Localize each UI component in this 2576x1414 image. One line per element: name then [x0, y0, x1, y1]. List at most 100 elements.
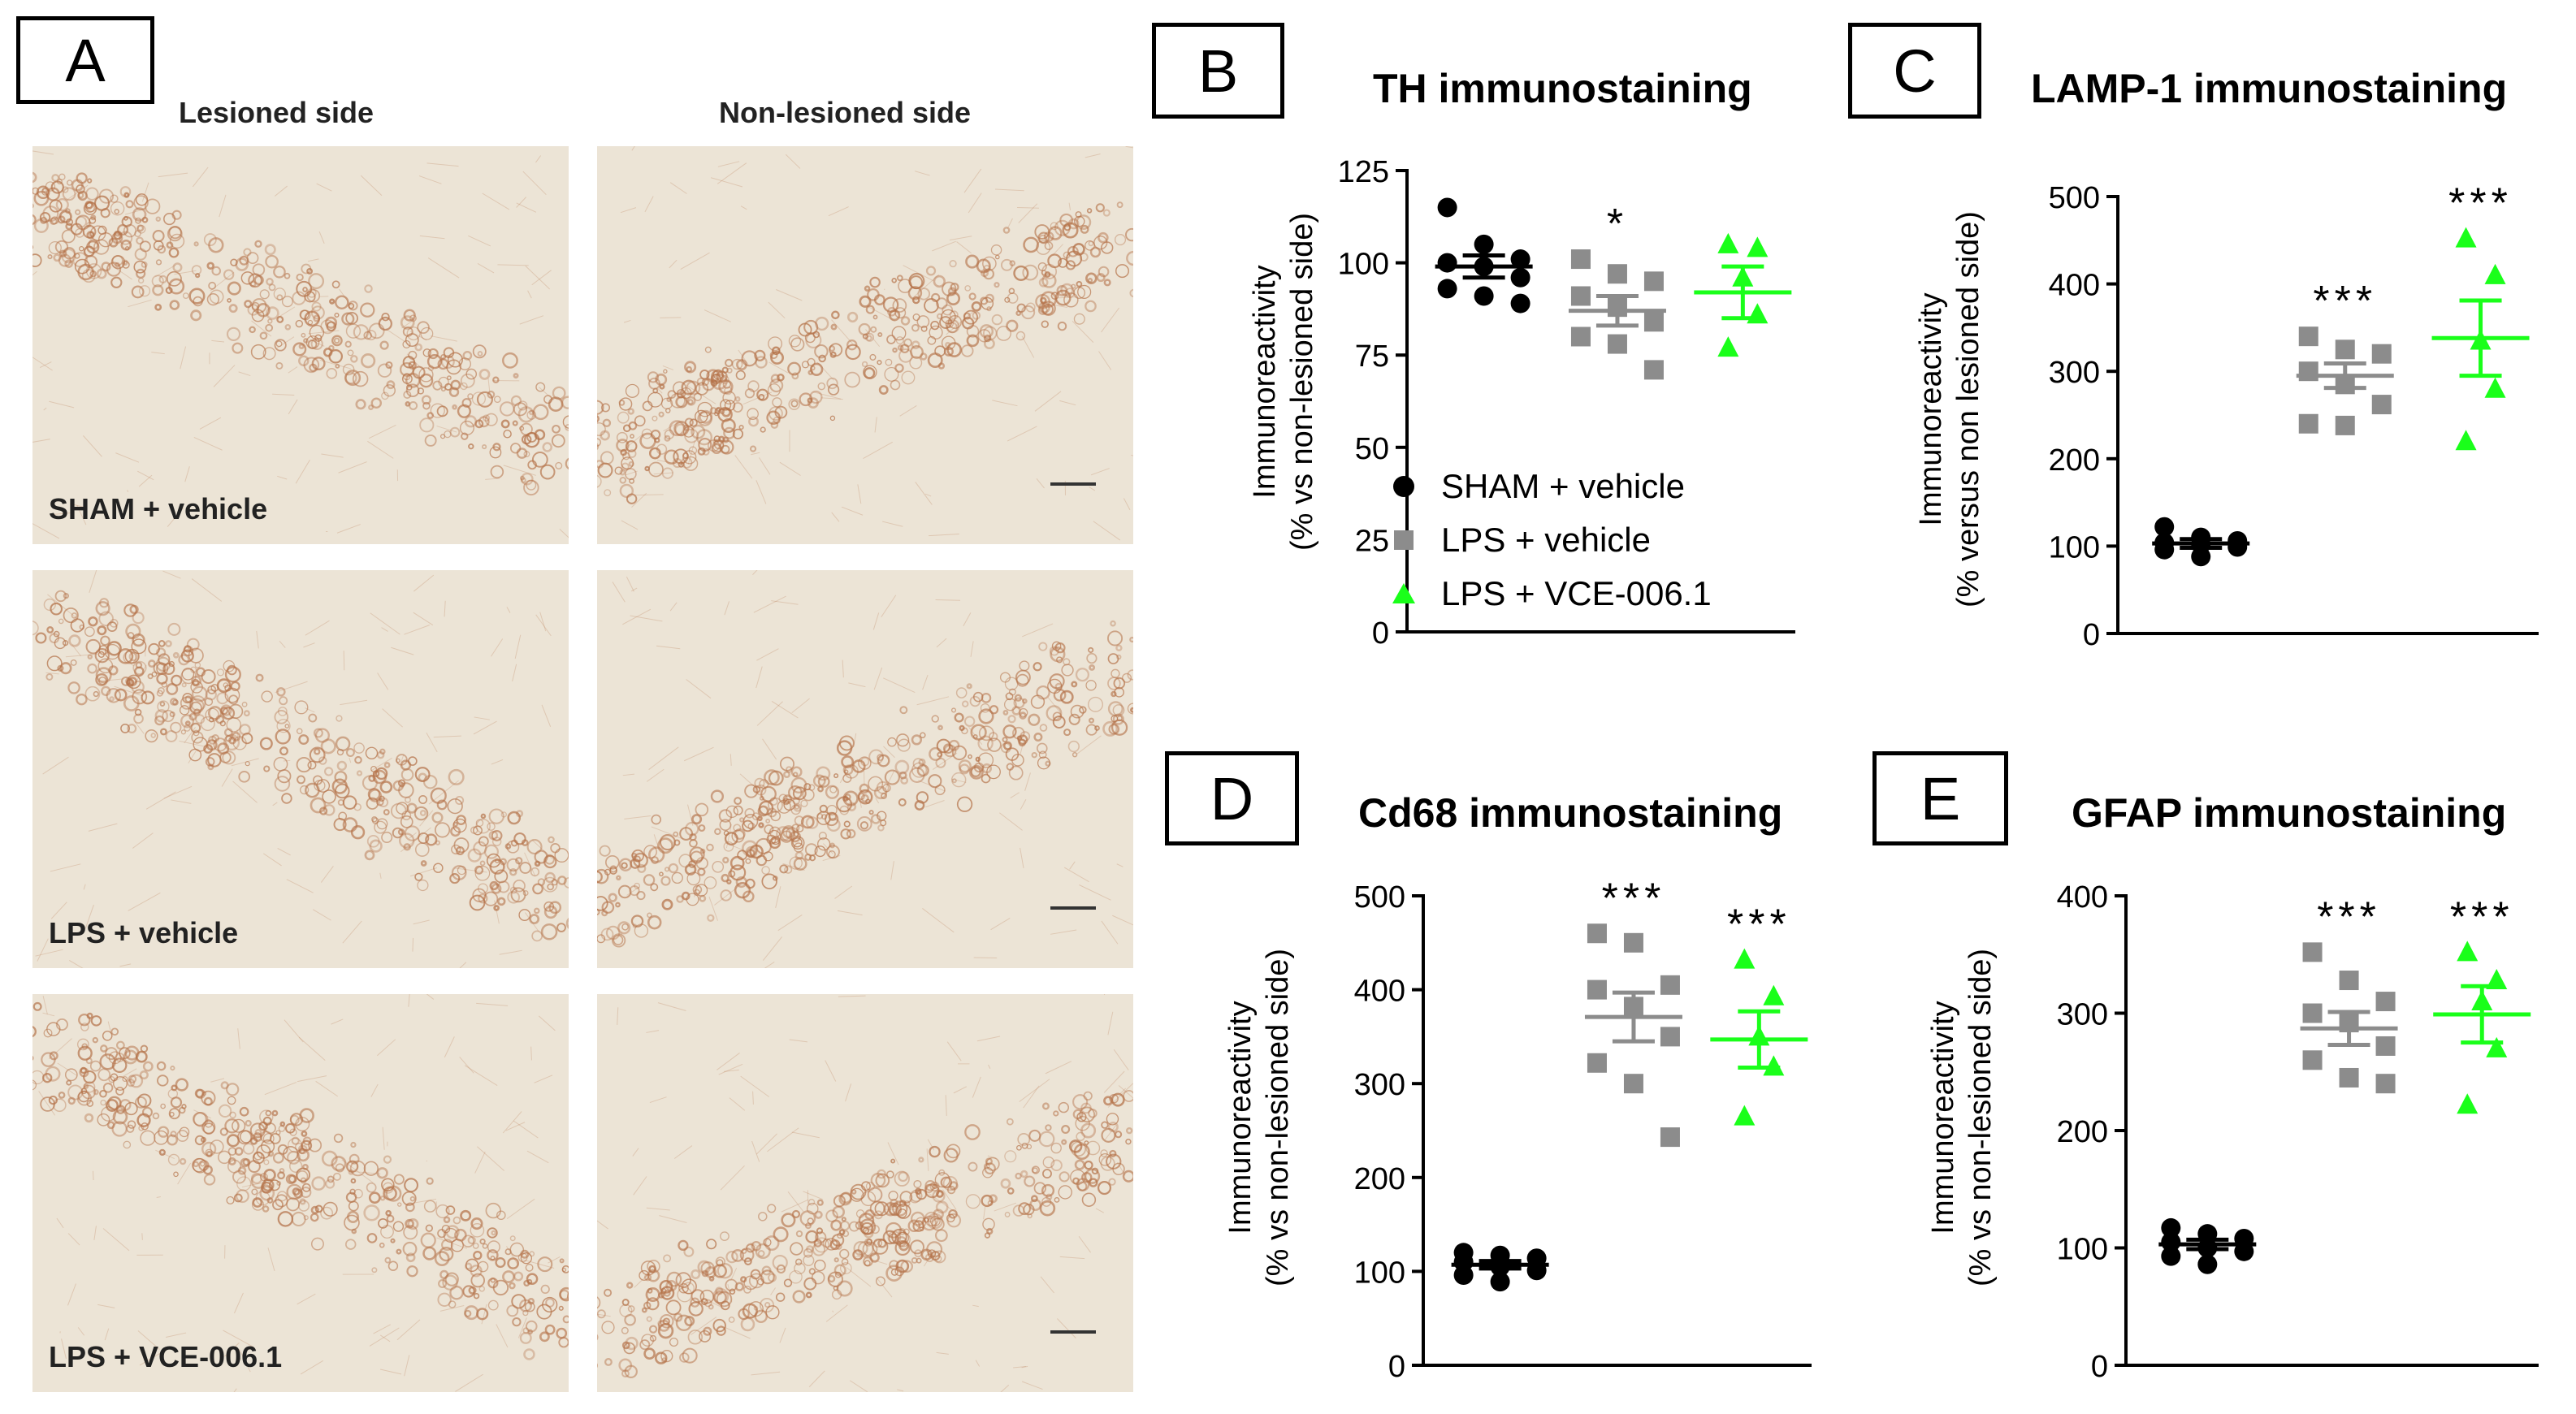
micrograph-texture	[597, 570, 1133, 968]
chart-svg: 0 25 50 75 100 125 *	[1338, 155, 1795, 651]
data-point-square	[1643, 312, 1664, 332]
y-tick-label: 25	[1355, 524, 1389, 558]
data-point-square	[2339, 971, 2359, 991]
data-point-triangle	[2484, 377, 2506, 398]
data-point-circle	[2161, 1217, 2181, 1238]
series-square	[2298, 326, 2392, 435]
chart-e-title: GFAP immunostaining	[2072, 790, 2507, 836]
y-tick-label: 500	[1354, 880, 1405, 915]
scale-bar	[1050, 1330, 1096, 1334]
micrograph-non-lesioned-2	[597, 570, 1133, 968]
y-tick-label: 200	[1354, 1162, 1405, 1196]
scale-bar	[1050, 906, 1096, 910]
data-point-circle	[1437, 279, 1457, 299]
legend-label-sham: SHAM + vehicle	[1441, 467, 1685, 505]
data-point-square	[1660, 975, 1680, 995]
micrograph-texture	[32, 570, 569, 968]
data-point-circle	[2191, 547, 2211, 567]
significance-label: ***	[1727, 902, 1791, 949]
data-point-triangle	[1747, 303, 1769, 324]
data-point-circle	[2154, 517, 2175, 537]
legend-label-lps: LPS + vehicle	[1441, 521, 1651, 559]
series-square	[1587, 923, 1680, 1148]
chart-b-ylabel: Immunoreactivity (% vs non-lesioned side…	[1246, 179, 1321, 585]
y-tick-label: 0	[2083, 618, 2100, 652]
y-tick-label: 200	[2057, 1115, 2108, 1149]
panel-c-letter: C	[1893, 37, 1937, 105]
y-tick-label: 100	[1354, 1256, 1405, 1290]
legend: SHAM + vehicle LPS + vehicle LPS + VCE-0…	[1381, 460, 1712, 621]
micrograph-texture	[597, 146, 1133, 541]
data-point-square	[1607, 334, 1627, 354]
data-point-square	[2375, 1074, 2396, 1094]
significance-label: ***	[2450, 893, 2514, 941]
chart-e-plot: 0 100 200 300 400 *** ***	[2057, 880, 2555, 1384]
data-point-triangle	[2486, 1036, 2508, 1057]
data-point-square	[1570, 326, 1591, 347]
data-point-square	[2339, 1067, 2359, 1088]
data-point-square	[2302, 1003, 2323, 1023]
y-tick-label: 100	[1338, 248, 1389, 282]
data-point-square	[1660, 1127, 1680, 1148]
data-point-triangle	[1717, 232, 1739, 253]
panel-b-letter: B	[1197, 37, 1239, 105]
chart-e-ylabel-line2: (% vs non-lesioned side)	[1963, 948, 1998, 1287]
data-point-circle	[2197, 1254, 2218, 1274]
data-point-square	[2371, 344, 2392, 364]
micrograph-lesioned-2: LPS + vehicle	[32, 570, 569, 968]
micrograph-texture	[597, 994, 1133, 1392]
data-point-square	[2335, 415, 2355, 435]
chart-b-ylabel-line1: Immunoreactivity	[1248, 265, 1282, 499]
y-tick-label: 300	[2057, 998, 2108, 1032]
data-point-triangle	[1747, 236, 1769, 257]
y-tick-label: 200	[2049, 443, 2100, 478]
chart-b-ylabel-line2: (% vs non-lesioned side)	[1285, 212, 1319, 551]
data-point-square	[1587, 979, 1607, 1000]
data-point-square	[1643, 360, 1664, 380]
legend-square-marker	[1381, 527, 1427, 553]
data-point-square	[1587, 1053, 1607, 1073]
series-triangle	[2455, 227, 2506, 451]
chart-c-ylabel-line1: Immunoreactivity	[1914, 292, 1948, 526]
micrograph-non-lesioned-1	[597, 146, 1133, 544]
data-point-triangle	[1734, 948, 1756, 969]
data-point-square	[2371, 395, 2392, 415]
y-tick-label: 400	[1354, 975, 1405, 1009]
chart-d-ylabel-line1: Immunoreactivity	[1223, 1001, 1258, 1235]
data-point-triangle	[1734, 1105, 1756, 1126]
y-tick-label: 50	[1355, 432, 1389, 466]
micrograph-row-label: LPS + VCE-006.1	[49, 1340, 283, 1373]
data-point-square	[1607, 264, 1627, 284]
series-circle	[1453, 1243, 1547, 1292]
series-square	[2302, 942, 2396, 1094]
y-tick-label: 0	[2091, 1350, 2108, 1384]
data-point-circle	[2161, 1246, 2181, 1266]
chart-d-ylabel-line2: (% vs non-lesioned side)	[1261, 948, 1295, 1287]
legend-item-lps: LPS + vehicle	[1381, 513, 1712, 567]
micrograph-row-label: SHAM + vehicle	[49, 492, 268, 525]
data-point-square	[1587, 923, 1607, 944]
data-point-square	[2375, 1036, 2396, 1056]
data-point-square	[1623, 932, 1643, 953]
panel-d-label: D	[1165, 751, 1299, 845]
significance-label: ***	[2448, 180, 2513, 227]
data-point-circle	[1453, 1265, 1474, 1286]
column-header-lesioned: Lesioned side	[179, 96, 374, 129]
chart-svg: 0 100 200 300 400 500 *** ***	[1354, 875, 1812, 1384]
data-point-circle	[1510, 293, 1530, 314]
data-point-triangle	[2457, 1093, 2479, 1114]
micrograph-row-label: LPS + vehicle	[49, 916, 239, 949]
data-point-circle	[1490, 1272, 1510, 1292]
legend-circle-marker	[1381, 473, 1427, 499]
chart-e-ylabel-line1: Immunoreactivity	[1926, 1001, 1960, 1235]
data-point-square	[1643, 271, 1664, 292]
data-point-triangle	[1763, 984, 1785, 1005]
panel-e-label: E	[1872, 751, 2008, 845]
y-tick-label: 0	[1372, 616, 1389, 651]
chart-d-title: Cd68 immunostaining	[1358, 790, 1783, 836]
chart-c-ylabel-line2: (% versus non lesioned side)	[1951, 211, 1985, 608]
data-point-circle	[2234, 1241, 2254, 1261]
panel-c-label: C	[1848, 23, 1981, 119]
data-point-circle	[1474, 234, 1494, 254]
column-header-non-lesioned: Non-lesioned side	[719, 96, 972, 129]
